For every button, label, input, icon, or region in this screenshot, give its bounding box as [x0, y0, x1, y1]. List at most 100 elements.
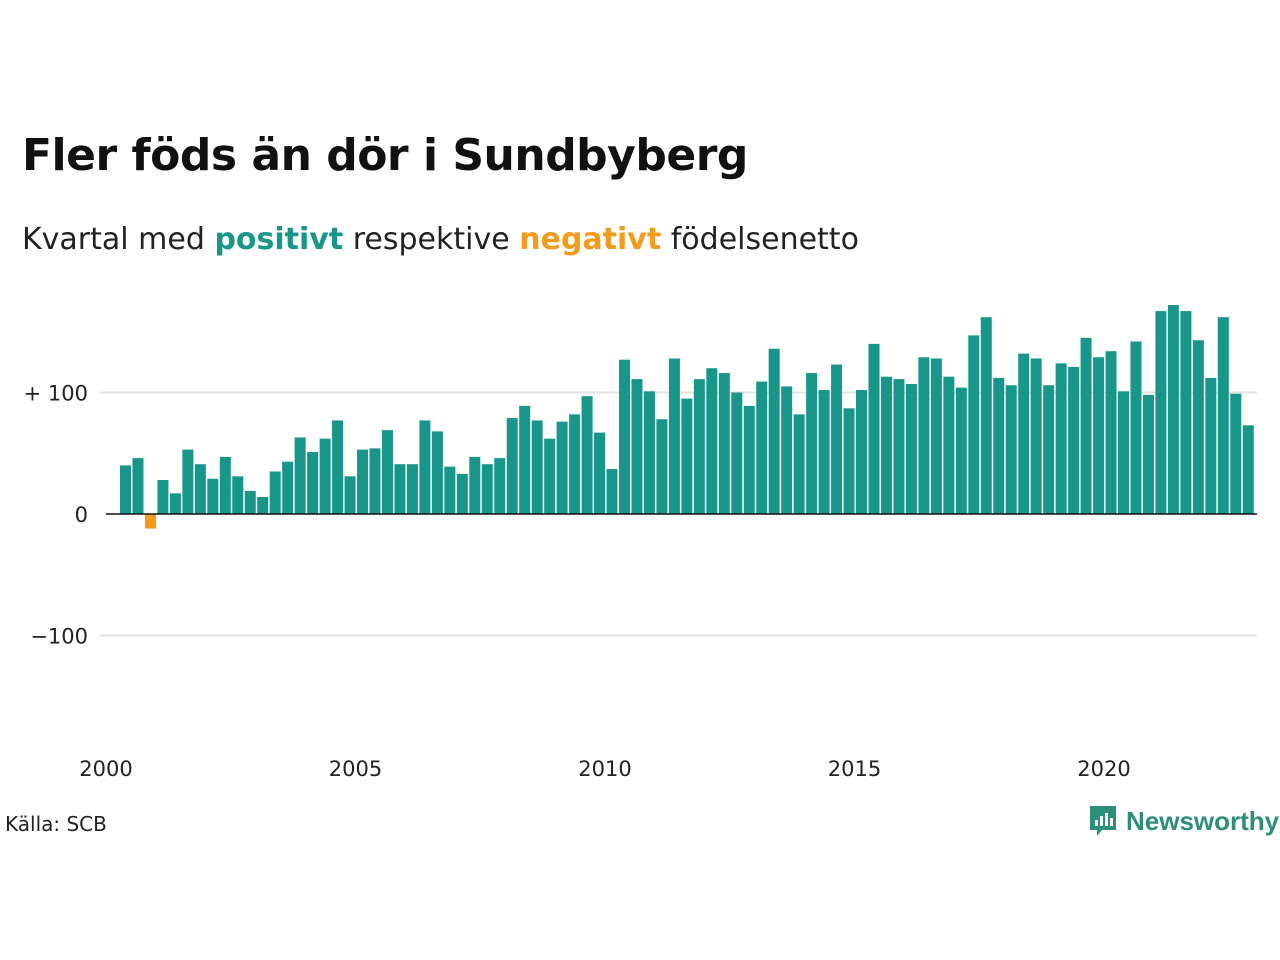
bar	[494, 458, 506, 514]
x-axis-labels: 2000 2005 2010 2015 2020	[79, 757, 1130, 781]
bar	[144, 514, 156, 529]
bar	[319, 438, 331, 514]
bar	[307, 452, 319, 514]
newsworthy-logo-icon	[1090, 806, 1116, 836]
bar	[157, 479, 169, 514]
bar	[1118, 391, 1129, 514]
bar	[194, 464, 206, 515]
y-tick-label: −100	[30, 625, 88, 649]
bar	[806, 373, 818, 514]
bar	[743, 405, 755, 515]
bar	[930, 358, 942, 514]
bar	[282, 461, 294, 514]
bar	[469, 456, 481, 514]
bar	[918, 357, 930, 514]
bar	[531, 420, 543, 514]
bar	[818, 390, 830, 514]
bar	[706, 368, 718, 514]
brand-logo: Newsworthy	[1088, 804, 1279, 838]
bar	[993, 377, 1005, 514]
bar	[232, 476, 244, 514]
source-note: Källa: SCB	[5, 812, 107, 836]
bar	[381, 430, 393, 514]
bar	[943, 376, 955, 514]
bar	[519, 405, 531, 515]
bar	[1230, 393, 1242, 514]
bar	[169, 493, 181, 515]
bar	[980, 317, 992, 514]
bar	[880, 376, 892, 514]
x-tick-label: 2020	[1077, 757, 1130, 781]
y-tick-label: + 100	[24, 382, 88, 406]
bar	[1080, 337, 1092, 514]
bar	[681, 398, 693, 514]
bar	[1030, 358, 1042, 514]
bar	[968, 335, 980, 514]
bar	[668, 358, 680, 514]
bar	[219, 456, 231, 514]
bar	[656, 419, 668, 514]
bar	[1093, 357, 1105, 514]
chart-subtitle: Kvartal med positivt respektive negativt…	[22, 222, 859, 257]
bar	[768, 348, 780, 514]
bar	[444, 466, 456, 515]
bar	[1055, 363, 1067, 514]
bar	[1205, 377, 1217, 514]
bar	[1018, 353, 1030, 514]
bar	[693, 379, 705, 514]
subtitle-suffix: födelsenetto	[670, 222, 859, 257]
bar	[481, 464, 493, 515]
x-tick-label: 2005	[329, 757, 382, 781]
bar	[781, 386, 793, 515]
bar	[419, 420, 431, 514]
bar	[843, 408, 855, 514]
bar	[1142, 394, 1154, 514]
bar	[431, 431, 443, 514]
bar	[1155, 311, 1167, 515]
x-tick-label: 2010	[578, 757, 631, 781]
bar	[793, 414, 805, 514]
bar	[456, 473, 468, 514]
bar	[132, 458, 144, 514]
chart-title: Fler föds än dör i Sundbyberg	[22, 130, 748, 181]
bar	[856, 390, 868, 514]
bar	[294, 437, 306, 514]
bar	[1068, 366, 1080, 515]
bar	[955, 387, 967, 514]
bar	[1217, 317, 1229, 514]
bar-chart: + 100 0 −100 2000 2005 2010 2015 2020	[24, 305, 1257, 781]
bar	[831, 364, 843, 514]
bar	[606, 469, 618, 515]
bar	[357, 449, 369, 515]
bar	[718, 373, 730, 514]
bar	[120, 465, 131, 514]
bar	[369, 448, 381, 514]
bar	[394, 464, 406, 515]
bar	[332, 420, 344, 514]
bar	[1043, 385, 1055, 514]
bar	[1242, 425, 1254, 515]
bar	[1167, 305, 1179, 514]
brand-name: Newsworthy	[1126, 805, 1280, 836]
bar	[344, 476, 356, 514]
bar	[893, 379, 905, 514]
subtitle-prefix: Kvartal med	[22, 222, 205, 257]
bar	[731, 392, 743, 514]
bar	[905, 384, 917, 514]
subtitle-positive-label: positivt	[214, 222, 344, 257]
x-tick-label: 2000	[79, 757, 132, 781]
subtitle-middle: respektive	[352, 222, 510, 257]
subtitle-negative-label: negativt	[519, 222, 662, 257]
bars	[120, 305, 1254, 529]
bar	[556, 421, 568, 514]
bar	[1130, 341, 1142, 514]
bar	[868, 343, 880, 514]
bar	[1005, 385, 1017, 514]
bar	[631, 379, 643, 514]
bar	[1105, 351, 1117, 514]
bar	[1192, 340, 1204, 514]
bar	[1180, 311, 1192, 515]
y-tick-label: 0	[75, 503, 88, 527]
bar	[581, 396, 593, 514]
bar	[643, 391, 655, 514]
